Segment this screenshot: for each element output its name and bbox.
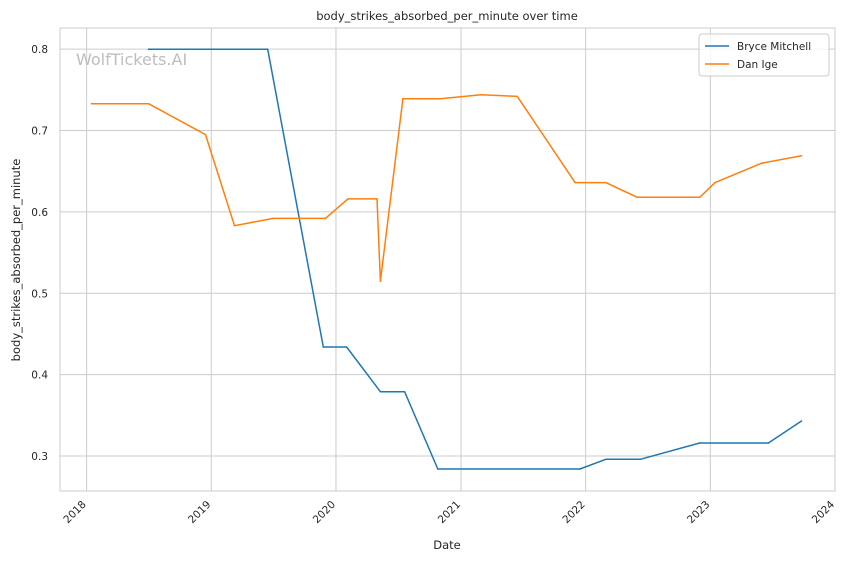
y-axis-label: body_strikes_absorbed_per_minute — [9, 159, 23, 362]
data-point-bryce-mitchell — [698, 442, 701, 444]
watermark: WolfTickets.AI — [76, 50, 187, 69]
series-line-bryce-mitchell — [148, 48, 802, 470]
data-point-bryce-mitchell — [266, 48, 269, 50]
data-point-dan-ige — [574, 181, 576, 184]
data-point-dan-ige — [439, 98, 442, 100]
data-point-dan-ige — [376, 198, 378, 200]
y-tick-label: 0.6 — [31, 207, 48, 219]
x-tick-label: 2024 — [810, 498, 838, 526]
data-point-dan-ige — [480, 93, 482, 96]
series-lines — [90, 48, 803, 470]
data-point-bryce-mitchell — [605, 458, 607, 461]
x-tick-label: 2021 — [436, 499, 463, 526]
x-tick-label: 2022 — [560, 499, 587, 526]
plot-frame — [59, 27, 836, 492]
y-tick-label: 0.3 — [31, 451, 48, 463]
x-tick-label: 2020 — [311, 499, 338, 526]
data-point-dan-ige — [761, 162, 763, 164]
y-tick-label: 0.8 — [31, 44, 48, 56]
data-point-bryce-mitchell — [403, 390, 406, 393]
y-tick-label: 0.4 — [31, 370, 48, 382]
data-point-dan-ige — [204, 133, 207, 136]
chart-title: body_strikes_absorbed_per_minute over ti… — [316, 9, 578, 23]
data-point-dan-ige — [402, 98, 404, 100]
data-point-bryce-mitchell — [639, 458, 642, 461]
data-point-dan-ige — [347, 198, 349, 200]
data-point-dan-ige — [516, 95, 519, 98]
data-point-dan-ige — [272, 217, 274, 220]
data-point-bryce-mitchell — [345, 346, 348, 348]
data-point-bryce-mitchell — [322, 346, 325, 348]
data-point-dan-ige — [800, 155, 803, 157]
data-point-dan-ige — [636, 196, 638, 199]
data-point-bryce-mitchell — [437, 468, 439, 470]
legend: Bryce Mitchell Dan Ige — [698, 33, 830, 77]
legend-box — [698, 33, 830, 77]
series-line-dan-ige — [91, 93, 802, 282]
data-point-dan-ige — [147, 102, 150, 105]
x-axis-ticks: 2018 2019 2020 2021 2022 2023 2024 — [61, 498, 837, 526]
data-point-dan-ige — [233, 224, 236, 227]
data-point-dan-ige — [379, 280, 382, 282]
y-tick-label: 0.7 — [31, 126, 48, 138]
x-tick-label: 2018 — [61, 499, 88, 526]
data-point-dan-ige — [698, 196, 701, 199]
data-point-dan-ige — [605, 181, 607, 184]
x-axis-label: Date — [433, 538, 461, 552]
y-tick-label: 0.5 — [31, 288, 48, 300]
x-tick-label: 2019 — [186, 499, 213, 526]
data-point-bryce-mitchell — [767, 442, 770, 444]
data-point-bryce-mitchell — [579, 468, 581, 470]
data-point-dan-ige — [324, 217, 327, 220]
data-point-bryce-mitchell — [147, 48, 150, 50]
data-point-dan-ige — [714, 181, 716, 184]
data-point-bryce-mitchell — [379, 390, 382, 393]
data-point-dan-ige — [90, 102, 93, 105]
x-tick-label: 2023 — [685, 499, 712, 526]
legend-label-bryce-mitchell: Bryce Mitchell — [737, 41, 811, 53]
legend-label-dan-ige: Dan Ige — [737, 59, 778, 71]
y-axis-ticks: 0.3 0.4 0.5 0.6 0.7 0.8 — [31, 44, 48, 463]
data-point-bryce-mitchell — [800, 420, 803, 422]
